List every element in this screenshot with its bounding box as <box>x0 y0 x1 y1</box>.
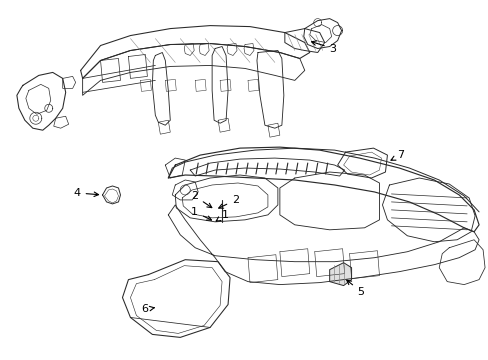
Text: 6: 6 <box>141 305 154 315</box>
Text: 2: 2 <box>218 195 239 208</box>
Text: 4: 4 <box>73 188 99 198</box>
Text: 7: 7 <box>390 150 404 160</box>
Polygon shape <box>329 263 351 285</box>
Text: 5: 5 <box>346 280 364 297</box>
Text: 1: 1 <box>191 207 211 220</box>
Text: 1: 1 <box>216 210 228 221</box>
Text: 3: 3 <box>311 41 336 54</box>
Text: 2: 2 <box>191 191 211 208</box>
